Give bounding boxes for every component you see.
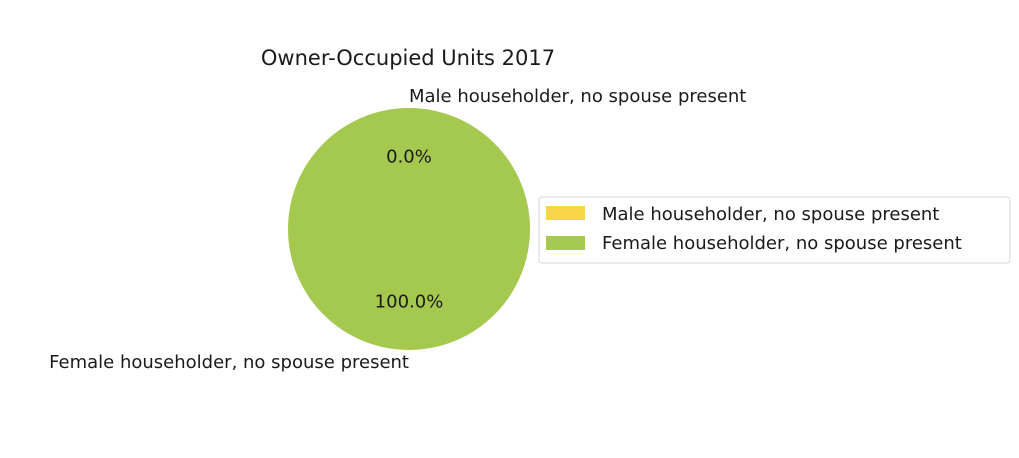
slice-label-female: Female householder, no spouse present: [49, 352, 409, 373]
slice-labels: Male householder, no spouse present Femal…: [49, 86, 746, 373]
legend-label-male: Male householder, no spouse present: [602, 204, 939, 225]
percent-label-female: 100.0%: [375, 292, 444, 313]
percent-labels: 0.0% 100.0%: [375, 146, 444, 312]
percent-label-male: 0.0%: [386, 146, 432, 167]
pie-slices: [288, 108, 530, 350]
legend-swatch-male: [546, 206, 585, 220]
pie-slice-female: [288, 108, 530, 350]
legend-frame: [538, 196, 1011, 264]
legend-label-female: Female householder, no spouse present: [602, 233, 962, 254]
slice-label-male: Male householder, no spouse present: [409, 86, 746, 107]
legend-swatch-female: [546, 236, 585, 250]
chart-title: Owner-Occupied Units 2017: [261, 46, 555, 70]
legend: Male householder, no spouse present Fema…: [538, 196, 1011, 264]
